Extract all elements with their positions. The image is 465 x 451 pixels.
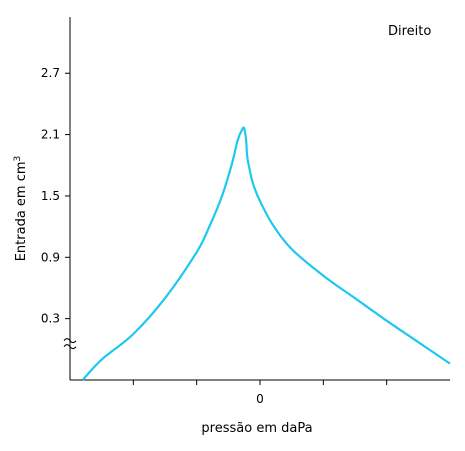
x-axis-title: pressão em daPa	[201, 421, 312, 436]
series	[81, 126, 451, 381]
ticks: 0.3 0.9 1.5 2.1 2.7 0	[41, 66, 388, 406]
y-axis-title-superscript: 3	[13, 156, 23, 162]
y-tick-label: 2.7	[41, 66, 60, 80]
y-axis-break-mark	[63, 338, 77, 344]
y-axis-title: Entrada em cm3	[13, 156, 29, 262]
y-tick-label: 0.9	[41, 250, 60, 264]
y-tick-label: 1.5	[41, 189, 60, 203]
y-axis-title-text: Entrada em cm	[14, 161, 29, 261]
y-tick-label: 0.3	[41, 312, 60, 326]
series-line	[81, 126, 451, 381]
y-axis-break-mark	[63, 344, 77, 350]
y-tick-label: 2.1	[41, 128, 60, 142]
x-tick-label: 0	[256, 392, 264, 406]
labels: Direito pressão em daPa Entrada em cm3	[13, 24, 431, 436]
panel-label: Direito	[388, 24, 431, 39]
